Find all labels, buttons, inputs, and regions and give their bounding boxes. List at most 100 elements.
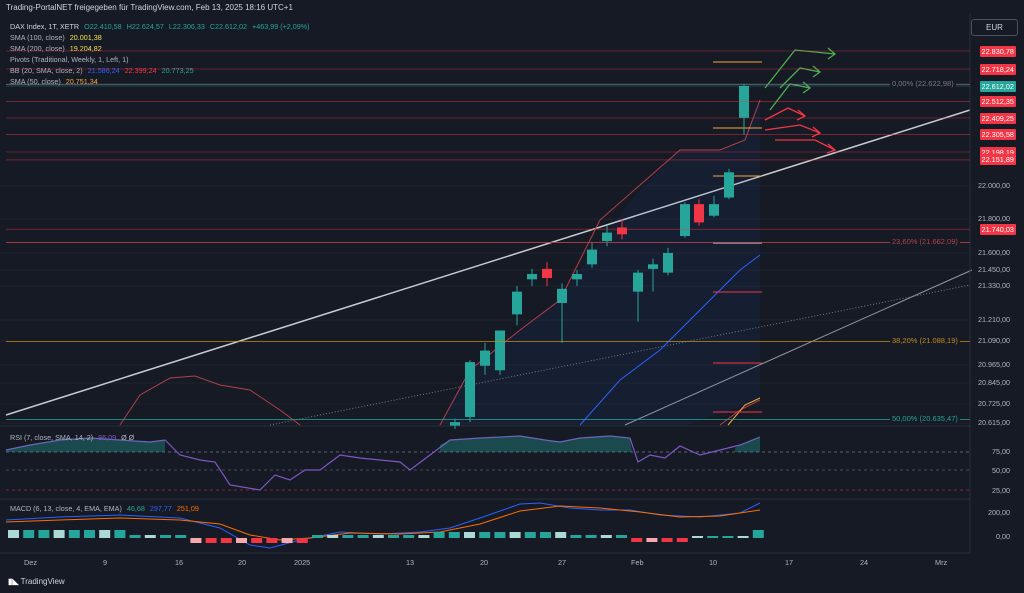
price-axis-label: 20.615,00: [978, 418, 1010, 427]
macd-histogram: [8, 530, 764, 543]
macd-bar: [479, 532, 491, 538]
macd-bar: [388, 535, 399, 538]
macd-bar: [23, 530, 35, 538]
legend-bb-upper: 22.399,24: [124, 66, 157, 75]
price-axis-label: 21.330,00: [978, 281, 1010, 290]
candle-body: [450, 422, 460, 426]
bb-basis: [579, 254, 761, 426]
price-axis-label: 20.725,00: [978, 399, 1010, 408]
candle-body: [527, 274, 537, 280]
macd-bar: [68, 530, 80, 538]
trendline-main: [5, 109, 971, 416]
legend-sma100-name: SMA (100, close): [10, 33, 65, 42]
candle-body: [557, 288, 567, 303]
legend-sma50-value: 20.751,34: [65, 77, 98, 86]
macd-bar: [570, 535, 582, 538]
macd-bar: [524, 532, 536, 538]
trendline-sma200: [269, 284, 971, 426]
x-label: Dez: [24, 558, 37, 567]
macd-bar: [494, 532, 506, 538]
price-axis-label: 21.600,00: [978, 248, 1010, 257]
trendline-lower: [624, 269, 973, 426]
macd-bar: [296, 538, 308, 543]
candle-body: [587, 249, 597, 265]
candle-body: [602, 232, 612, 242]
price-axis-label: 21.800,00: [978, 214, 1010, 223]
macd-title: MACD (6, 13, close, 4, EMA, EMA): [10, 504, 122, 513]
x-label: 27: [558, 558, 567, 567]
tradingview-logo[interactable]: ▮◣ TradingView: [8, 577, 65, 586]
macd-bar: [38, 530, 50, 538]
macd-bar: [418, 535, 430, 538]
bb-fill: [440, 100, 760, 425]
macd-bar: [312, 535, 323, 538]
macd-bar: [555, 532, 567, 538]
price-axis-label: 20.845,00: [978, 378, 1010, 387]
legend-low: L22.306,33: [168, 22, 205, 31]
legend-close: C22.612,02: [209, 22, 248, 31]
macd-bar: [220, 538, 232, 543]
price-axis-label: 21.090,00: [978, 336, 1010, 345]
legend-bb: BB (20, SMA, close, 2) 21.586,24 22.399,…: [10, 66, 197, 75]
price-label: 22.718,24: [979, 63, 1016, 75]
macd-bar: [707, 536, 719, 538]
legend-sma200-name: SMA (200, close): [10, 44, 65, 53]
rsi-value: 86,09: [98, 433, 117, 442]
macd-bar: [327, 535, 339, 538]
candles: [450, 83, 749, 430]
macd-bar: [251, 538, 263, 543]
candle-body: [648, 264, 658, 269]
price-axis-label: 21.210,00: [978, 315, 1010, 324]
macd-bar: [8, 530, 19, 538]
price-label: 22.612,02: [979, 80, 1016, 92]
legend-sma200: SMA (200, close) 19.204,82: [10, 44, 105, 53]
rsi-title: RSI (7, close, SMA, 14, 2): [10, 433, 94, 442]
macd-legend: MACD (6, 13, close, 4, EMA, EMA) 46,68 2…: [10, 504, 202, 513]
currency-button[interactable]: EUR: [971, 19, 1018, 36]
macd-bar: [281, 538, 293, 543]
candle-body: [709, 204, 719, 216]
price-label: 22.512,35: [979, 96, 1016, 108]
candle-body: [680, 204, 690, 236]
macd-bar: [144, 535, 156, 538]
rsi-tick-25: 25,00: [992, 486, 1010, 495]
signal-line: [5, 505, 761, 541]
candle-body: [633, 272, 643, 292]
legend-sma100: SMA (100, close) 20.001,38: [10, 33, 105, 42]
macd-bar: [509, 532, 521, 538]
legend-sma50: SMA (50, close) 20.751,34: [10, 77, 101, 86]
x-label: 16: [175, 558, 184, 567]
price-label: 22.305,58: [979, 129, 1016, 141]
macd-bar: [53, 530, 65, 538]
macd-value-hist: 46,68: [126, 504, 145, 513]
x-label: 17: [785, 558, 794, 567]
legend-sma200-value: 19.204,82: [69, 44, 102, 53]
macd-bar: [676, 538, 688, 542]
macd-bar: [661, 538, 673, 542]
fib-label: 50,00% (20.635,47): [890, 414, 960, 424]
macd-tick-200: 200,00: [988, 508, 1010, 517]
legend-symbol: DAX Index, 1T, XETR O22.410,58 H22.624,5…: [10, 22, 313, 31]
price-axis-label: 20.965,00: [978, 360, 1010, 369]
macd-bar: [372, 535, 384, 538]
macd-bar: [646, 538, 658, 542]
price-label: 21.740,03: [979, 223, 1016, 235]
price-axis-label: 21.450,00: [978, 265, 1010, 274]
x-label: 20: [480, 558, 489, 567]
legend-sma100-value: 20.001,38: [69, 33, 102, 42]
red-arrows: [764, 107, 837, 154]
legend-symbol-name: DAX Index, 1T, XETR: [10, 22, 80, 31]
sma50-line: [727, 397, 761, 426]
macd-bar: [722, 536, 734, 538]
fib-label: 23,60% (21.662,09): [890, 237, 960, 247]
macd-bar: [600, 535, 612, 538]
macd-bar: [585, 535, 597, 538]
legend-change: +463,99 (+2,09%): [252, 22, 310, 31]
legend-bb-name: BB (20, SMA, close, 2): [10, 66, 83, 75]
x-label: Feb: [631, 558, 644, 567]
rsi-legend: RSI (7, close, SMA, 14, 2) 86,09 Ø Ø: [10, 433, 137, 442]
fib-label: 38,20% (21.088,19): [890, 336, 960, 346]
candle-body: [480, 350, 490, 366]
macd-bar: [160, 535, 171, 538]
